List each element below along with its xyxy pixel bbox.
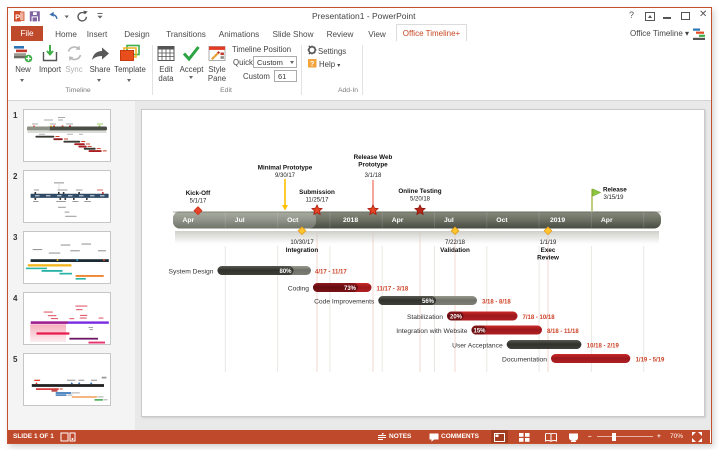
svg-text:Minimal Prototype: Minimal Prototype (258, 165, 313, 172)
svg-text:56%: 56% (422, 299, 435, 305)
svg-text:Jul: Jul (444, 217, 454, 224)
svg-text:Release: Release (603, 187, 627, 194)
svg-text:Documentation: Documentation (502, 356, 547, 363)
svg-text:2019: 2019 (550, 217, 565, 224)
svg-text:?: ? (310, 59, 315, 68)
svg-text:11/17 - 3/18: 11/17 - 3/18 (377, 286, 409, 292)
svg-text:73%: 73% (344, 286, 357, 292)
svg-text:P: P (15, 13, 20, 22)
svg-text:10/30/17: 10/30/17 (290, 240, 314, 246)
svg-text:User Acceptance: User Acceptance (452, 342, 503, 349)
svg-text:11/25/17: 11/25/17 (306, 198, 330, 204)
svg-text:3/18 - 8/18: 3/18 - 8/18 (482, 299, 511, 305)
svg-text:Release Web: Release Web (354, 154, 393, 161)
svg-text:Stabilization: Stabilization (407, 314, 443, 321)
svg-text:Kick-Off: Kick-Off (186, 190, 211, 197)
svg-text:Submission: Submission (299, 189, 335, 196)
svg-text:Oct: Oct (287, 217, 299, 224)
svg-text:Exec: Exec (541, 247, 556, 254)
svg-text:2018: 2018 (343, 217, 358, 224)
svg-text:15%: 15% (473, 328, 486, 334)
svg-text:5/20/18: 5/20/18 (410, 197, 431, 203)
svg-text:Validation: Validation (440, 247, 470, 254)
svg-text:Apr: Apr (601, 217, 613, 224)
svg-text:Oct: Oct (496, 217, 508, 224)
svg-text:9/30/17: 9/30/17 (275, 173, 296, 179)
svg-text:Online Testing: Online Testing (398, 188, 441, 195)
svg-text:7/22/18: 7/22/18 (445, 240, 466, 246)
svg-text:4/17 - 11/17: 4/17 - 11/17 (315, 269, 347, 275)
svg-text:8/18 - 11/18: 8/18 - 11/18 (547, 329, 579, 335)
svg-text:Coding: Coding (288, 285, 309, 292)
svg-text:Integration: Integration (286, 247, 319, 254)
svg-text:Review: Review (537, 255, 559, 262)
svg-text:Apr: Apr (392, 217, 404, 224)
svg-text:Jul: Jul (235, 217, 245, 224)
svg-text:80%: 80% (279, 269, 292, 275)
svg-text:5/1/17: 5/1/17 (190, 199, 207, 205)
svg-text:Code Improvements: Code Improvements (314, 298, 375, 305)
svg-text:3/1/18: 3/1/18 (365, 173, 382, 179)
svg-text:1/1/19: 1/1/19 (540, 240, 557, 246)
svg-text:System Design: System Design (169, 268, 214, 275)
svg-text:20%: 20% (450, 314, 463, 320)
svg-text:7/18 - 10/18: 7/18 - 10/18 (523, 315, 556, 321)
svg-text:3/15/19: 3/15/19 (604, 195, 625, 201)
svg-text:Integration with Website: Integration with Website (396, 328, 468, 335)
svg-text:10/18 - 2/19: 10/18 - 2/19 (587, 343, 620, 349)
svg-text:1/19 - 5/19: 1/19 - 5/19 (636, 357, 665, 363)
svg-text:Apr: Apr (183, 217, 195, 224)
svg-text:Prototype: Prototype (358, 162, 388, 169)
